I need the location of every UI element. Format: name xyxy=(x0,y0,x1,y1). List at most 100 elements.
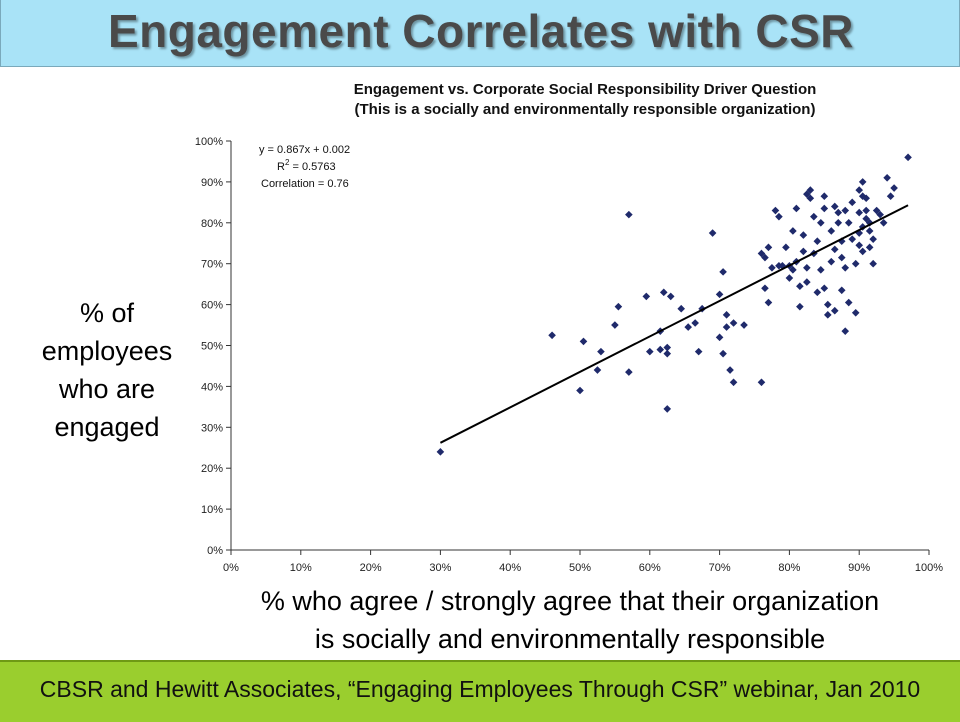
data-point xyxy=(817,219,825,227)
y-axis-caption: % of employees who are engaged xyxy=(12,294,202,446)
data-point xyxy=(879,219,888,227)
x-tick-label: 30% xyxy=(429,562,451,574)
data-point xyxy=(841,206,850,215)
x-tick-label: 60% xyxy=(639,562,661,574)
data-point xyxy=(810,212,818,221)
axis-ticks: 0% 10% 20% 30% 40% 50% 60% 70% 80% 90% 100% 0% 10% 20… xyxy=(195,136,943,574)
source-citation: CBSR and Hewitt Associates, “Engaging Em… xyxy=(39,676,921,702)
chart-title-line-1: Engagement vs. Corporate Social Responsi… xyxy=(353,81,817,98)
data-point xyxy=(646,347,654,356)
data-point xyxy=(823,311,832,319)
data-point xyxy=(775,212,783,221)
data-point xyxy=(823,300,832,309)
data-point xyxy=(729,319,738,327)
data-point xyxy=(862,194,870,203)
data-point xyxy=(837,253,846,262)
source-footer: CBSR and Hewitt Associates, “Engaging Em… xyxy=(0,660,960,722)
data-point xyxy=(830,202,839,211)
trendline xyxy=(439,204,909,444)
chart-title-line-2: (This is a socially and environmentally … xyxy=(354,101,816,118)
data-point xyxy=(855,208,863,217)
data-point xyxy=(886,192,895,201)
data-point xyxy=(796,282,804,290)
data-point xyxy=(855,186,863,194)
data-point xyxy=(841,327,850,335)
data-point xyxy=(851,308,860,317)
y-tick-label: 60% xyxy=(201,300,223,312)
data-point xyxy=(792,204,801,213)
data-point xyxy=(691,319,699,327)
data-point xyxy=(761,253,769,262)
data-point xyxy=(576,386,584,395)
data-point xyxy=(813,288,822,297)
x-tick-label: 100% xyxy=(915,562,943,574)
data-point xyxy=(858,247,867,256)
data-point xyxy=(848,235,857,243)
y-caption-line: % of xyxy=(79,298,135,328)
data-point xyxy=(803,278,811,286)
data-point xyxy=(656,345,665,354)
title-banner: Engagement Correlates with CSR xyxy=(0,0,960,67)
data-point xyxy=(904,153,912,162)
data-point xyxy=(611,321,619,329)
data-point xyxy=(806,186,815,194)
y-tick-label: 10% xyxy=(201,504,223,516)
data-point xyxy=(694,347,703,356)
data-point xyxy=(768,263,776,272)
data-point xyxy=(799,247,808,256)
data-point xyxy=(844,298,853,307)
data-point xyxy=(715,290,724,299)
data-point xyxy=(677,304,686,313)
x-tick-label: 50% xyxy=(569,562,591,574)
data-point xyxy=(719,268,727,276)
data-point xyxy=(436,448,445,456)
y-caption-line: who are xyxy=(58,374,156,404)
x-tick-label: 10% xyxy=(290,562,312,574)
y-tick-label: 90% xyxy=(201,177,223,189)
data-point xyxy=(719,349,727,358)
data-point xyxy=(813,237,822,246)
data-point xyxy=(869,235,877,243)
x-tick-label: 90% xyxy=(848,562,870,574)
data-point xyxy=(715,333,724,342)
data-point xyxy=(726,366,734,374)
y-tick-label: 80% xyxy=(201,218,223,230)
data-point xyxy=(663,405,672,413)
data-point xyxy=(827,257,836,266)
chart-title: Engagement vs. Corporate Social Responsi… xyxy=(230,80,940,120)
data-point xyxy=(851,259,860,268)
r-squared-label: R2 = 0.5763 xyxy=(277,158,336,173)
x-caption-line: is socially and environmentally responsi… xyxy=(314,624,826,654)
x-caption-line: % who agree / strongly agree that their … xyxy=(260,586,880,616)
data-point xyxy=(858,178,867,186)
data-point xyxy=(820,284,829,293)
data-point xyxy=(722,311,731,319)
data-point xyxy=(757,378,766,387)
data-point xyxy=(799,231,808,239)
data-point xyxy=(663,343,672,352)
data-point xyxy=(820,192,829,201)
data-point xyxy=(876,210,884,219)
data-point xyxy=(865,243,874,252)
data-point xyxy=(834,219,843,227)
scatter-chart: 0% 10% 20% 30% 40% 50% 60% 70% 80% 90% 100% 0% 10% 20… xyxy=(195,136,943,574)
data-point xyxy=(837,286,846,295)
data-point xyxy=(862,206,870,215)
x-tick-label: 0% xyxy=(223,562,239,574)
y-tick-label: 100% xyxy=(195,136,223,148)
data-point xyxy=(625,210,633,219)
data-point xyxy=(789,227,797,235)
x-tick-label: 80% xyxy=(778,562,800,574)
data-point xyxy=(827,227,836,235)
y-tick-label: 70% xyxy=(201,259,223,271)
data-point xyxy=(684,323,692,331)
data-point xyxy=(890,184,898,192)
data-point xyxy=(771,206,780,215)
data-point xyxy=(785,274,794,282)
y-tick-label: 20% xyxy=(201,463,223,475)
data-point xyxy=(803,263,811,272)
data-point xyxy=(597,347,605,356)
data-point xyxy=(855,241,863,250)
data-point xyxy=(869,259,877,268)
x-tick-label: 70% xyxy=(709,562,731,574)
